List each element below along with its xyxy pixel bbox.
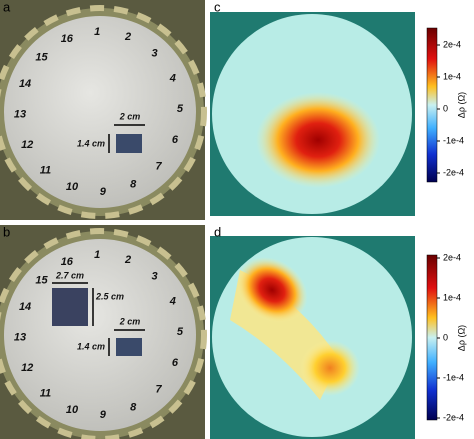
colorbar-tick-label: 2e-4 bbox=[443, 39, 461, 49]
heatmap-d bbox=[210, 236, 415, 439]
panel-label: a bbox=[3, 0, 11, 14]
electrode-number: 1 bbox=[94, 249, 100, 261]
electrode-number: 8 bbox=[130, 179, 137, 191]
colorbar bbox=[426, 254, 438, 421]
electrode-number: 3 bbox=[151, 270, 157, 282]
panel-label: c bbox=[214, 0, 221, 14]
electrode-number: 13 bbox=[14, 332, 26, 344]
electrode-number: 4 bbox=[169, 73, 176, 85]
electrode-number: 5 bbox=[177, 103, 184, 115]
colorbar-tick-label: 0 bbox=[443, 332, 448, 342]
dimension-label: 2.5 cm bbox=[95, 291, 124, 301]
electrode-number: 10 bbox=[66, 404, 79, 416]
photo-b bbox=[0, 225, 207, 439]
electrode-number: 13 bbox=[14, 109, 26, 121]
dimension-label: 2 cm bbox=[119, 111, 141, 121]
panel-label: d bbox=[214, 224, 221, 239]
dimension-label: 1.4 cm bbox=[77, 138, 105, 148]
colorbar-tick-label: 1e-4 bbox=[443, 71, 461, 81]
electrode-number: 6 bbox=[172, 134, 179, 146]
electrode-number: 11 bbox=[40, 387, 51, 399]
electrode-number: 14 bbox=[19, 78, 31, 90]
colorbar-tick-label: -1e-4 bbox=[443, 135, 464, 145]
electrode-number: 7 bbox=[155, 383, 162, 395]
dimension-label: 2.7 cm bbox=[55, 270, 84, 280]
colorbar-label: Δρ (Ω) bbox=[456, 92, 466, 118]
electrode-number: 12 bbox=[21, 139, 33, 151]
dimension-label: 1.4 cm bbox=[77, 341, 105, 351]
colorbar bbox=[426, 27, 438, 183]
colorbar-tick-label: 0 bbox=[443, 103, 448, 113]
electrode-number: 9 bbox=[100, 186, 107, 198]
electrode-number: 16 bbox=[61, 33, 74, 45]
electrode-number: 15 bbox=[35, 274, 48, 286]
electrode-number: 3 bbox=[151, 47, 157, 59]
electrode-number: 9 bbox=[100, 409, 107, 421]
electrode-number: 12 bbox=[21, 362, 33, 374]
electrode-number: 16 bbox=[61, 256, 74, 268]
colorbar-tick-label: 1e-4 bbox=[443, 292, 461, 302]
electrode-number: 4 bbox=[169, 296, 176, 308]
panel-label: b bbox=[3, 224, 10, 239]
colorbar-tick-label: 2e-4 bbox=[443, 252, 461, 262]
electrode-number: 15 bbox=[35, 51, 48, 63]
electrode-number: 10 bbox=[66, 181, 79, 193]
electrode-number: 2 bbox=[124, 31, 131, 43]
electrode-number: 1 bbox=[94, 26, 100, 38]
colorbar-tick-label: -1e-4 bbox=[443, 372, 464, 382]
dimension-label: 2 cm bbox=[119, 316, 141, 326]
electrode-number: 2 bbox=[124, 254, 131, 266]
heatmap-c bbox=[210, 12, 415, 216]
electrode-number: 11 bbox=[40, 164, 51, 176]
electrode-number: 7 bbox=[155, 160, 162, 172]
electrode-number: 5 bbox=[177, 326, 184, 338]
electrode-number: 6 bbox=[172, 357, 179, 369]
photo-a bbox=[0, 0, 207, 220]
colorbar-tick-label: -2e-4 bbox=[443, 167, 464, 177]
colorbar-tick-label: -2e-4 bbox=[443, 412, 464, 422]
electrode-number: 14 bbox=[19, 301, 31, 313]
colorbar-label: Δρ (Ω) bbox=[456, 325, 466, 351]
electrode-number: 8 bbox=[130, 402, 137, 414]
